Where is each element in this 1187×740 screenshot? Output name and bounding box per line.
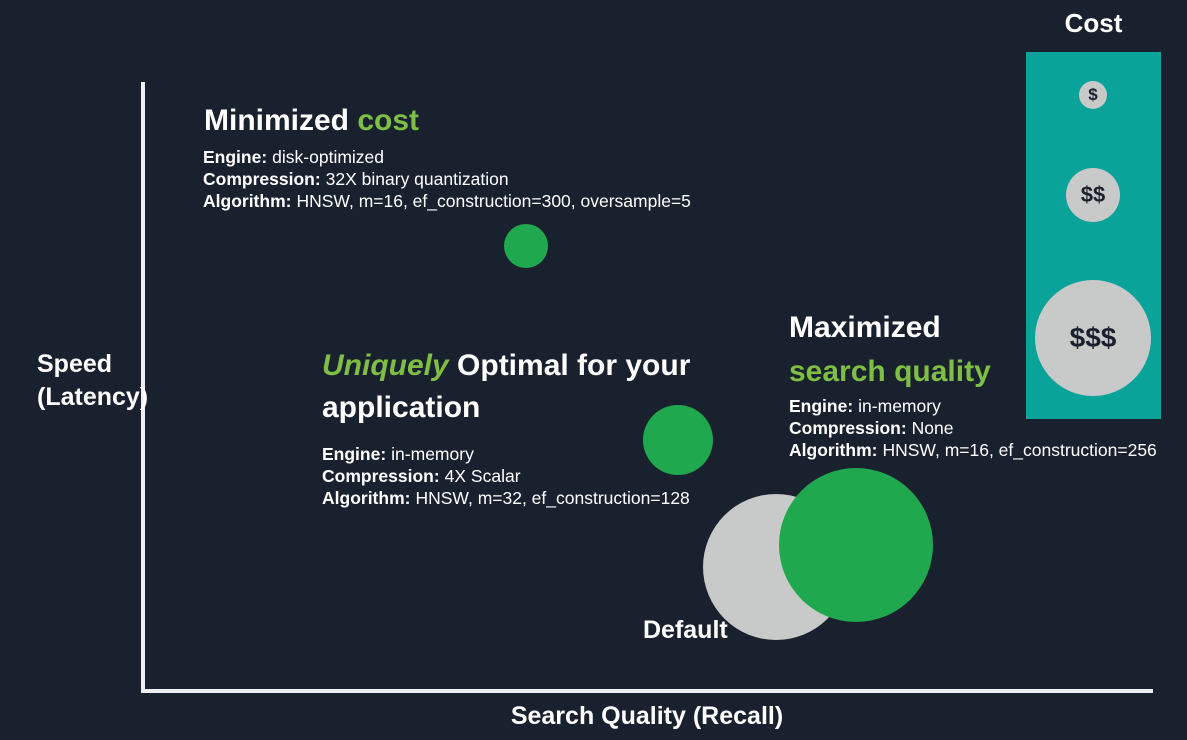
cost-circle-small: $ — [1079, 81, 1107, 109]
detail-label: Engine: — [322, 444, 387, 464]
title-line2: application — [322, 391, 481, 424]
y-axis-label-line2: (Latency) — [37, 383, 149, 411]
detail-label: Compression: — [322, 466, 440, 486]
detail-label: Engine: — [789, 396, 854, 416]
annotation-title-optimal: Uniquely Optimal for your application — [322, 345, 690, 429]
annotation-details-minimized-cost: Engine: disk-optimized Compression: 32X bi… — [203, 146, 691, 212]
title-main-text: Maximized — [789, 311, 941, 344]
detail-label: Compression: — [203, 169, 321, 189]
detail-value: HNSW, m=32, ef_construction=128 — [415, 488, 690, 508]
y-axis-line — [141, 82, 145, 693]
dollar-label: $$$ — [1069, 322, 1117, 353]
annotation-title-minimized-cost: Minimized cost — [204, 100, 419, 142]
cost-circle-large: $$$ — [1035, 280, 1151, 396]
y-axis-label: Speed (Latency) — [37, 348, 148, 414]
detail-line-engine: Engine: in-memory — [322, 443, 690, 465]
detail-line-compression: Compression: 32X binary quantization — [203, 168, 691, 190]
detail-value: HNSW, m=16, ef_construction=300, oversam… — [296, 191, 691, 211]
title-line1: Uniquely Optimal for your — [322, 345, 690, 387]
dollar-label: $ — [1088, 85, 1098, 104]
annotation-title-maximized: Maximized search quality — [789, 306, 991, 394]
default-point-label: Default — [643, 616, 728, 644]
annotation-details-optimal: Engine: in-memory Compression: 4X Scalar A… — [322, 443, 690, 509]
detail-label: Engine: — [203, 147, 268, 167]
title-accent-text: cost — [357, 104, 420, 137]
cost-legend-box: $ $$ $$$ — [1026, 52, 1161, 419]
detail-line-engine: Engine: disk-optimized — [203, 146, 691, 168]
x-axis-label: Search Quality (Recall) — [510, 702, 784, 730]
detail-value: disk-optimized — [272, 147, 385, 167]
detail-line-algorithm: Algorithm: HNSW, m=32, ef_construction=12… — [322, 487, 690, 509]
detail-label: Algorithm: — [322, 488, 411, 508]
detail-value: in-memory — [391, 444, 474, 464]
detail-label: Compression: — [789, 418, 907, 438]
detail-line-compression: Compression: None — [789, 417, 1157, 439]
title-main-text: Minimized — [204, 104, 350, 137]
detail-line-compression: Compression: 4X Scalar — [322, 465, 690, 487]
detail-value: HNSW, m=16, ef_construction=256 — [882, 440, 1157, 460]
detail-line-algorithm: Algorithm: HNSW, m=16, ef_construction=25… — [789, 439, 1157, 461]
bubble-maximized — [779, 468, 933, 622]
detail-value: in-memory — [858, 396, 941, 416]
detail-label: Algorithm: — [203, 191, 292, 211]
title-main-text: Optimal for your — [457, 349, 691, 382]
title-accent-text: search quality — [789, 355, 991, 388]
annotation-details-maximized: Engine: in-memory Compression: None Algori… — [789, 395, 1157, 461]
x-axis-line — [141, 689, 1153, 693]
detail-value: 4X Scalar — [444, 466, 521, 486]
title-accent-text: Uniquely — [322, 349, 449, 382]
detail-label: Algorithm: — [789, 440, 878, 460]
bubble-optimal — [643, 405, 713, 475]
legend-title: Cost — [1064, 8, 1123, 38]
detail-value: None — [911, 418, 954, 438]
detail-line-engine: Engine: in-memory — [789, 395, 1157, 417]
bubble-minimized-cost — [504, 224, 548, 268]
dollar-label: $$ — [1080, 182, 1106, 207]
cost-circle-medium: $$ — [1066, 168, 1120, 222]
detail-value: 32X binary quantization — [325, 169, 509, 189]
y-axis-label-line1: Speed — [37, 350, 113, 378]
detail-line-algorithm: Algorithm: HNSW, m=16, ef_construction=30… — [203, 190, 691, 212]
